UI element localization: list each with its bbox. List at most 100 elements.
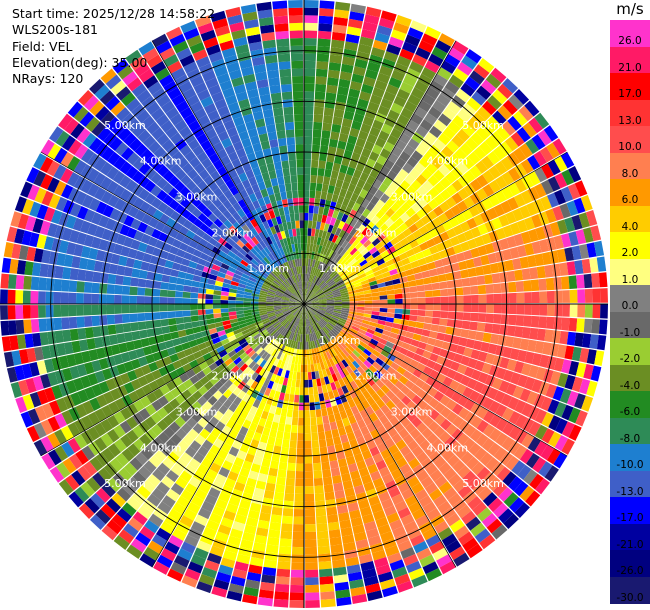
velocity-gate — [282, 246, 288, 255]
velocity-gate — [311, 302, 320, 304]
velocity-gate — [390, 191, 401, 202]
velocity-gate — [309, 292, 315, 299]
velocity-gate — [15, 319, 25, 335]
velocity-gate — [157, 341, 167, 351]
velocity-gate — [409, 168, 421, 180]
velocity-gate — [589, 257, 599, 273]
velocity-gate — [285, 477, 295, 487]
velocity-gate — [340, 125, 351, 135]
velocity-gate — [487, 476, 502, 492]
velocity-gate — [281, 263, 287, 272]
velocity-gate — [345, 382, 354, 392]
velocity-gate — [575, 362, 587, 378]
velocity-gate — [438, 431, 451, 444]
velocity-gate — [439, 348, 449, 358]
velocity-gate — [301, 296, 304, 304]
velocity-gate — [149, 255, 160, 265]
velocity-gate — [590, 365, 602, 382]
velocity-gate — [487, 95, 502, 110]
velocity-gate — [244, 334, 254, 342]
velocity-gate — [462, 470, 476, 485]
velocity-gate — [276, 476, 286, 486]
velocity-gate — [312, 324, 317, 333]
velocity-gate — [234, 345, 243, 354]
velocity-gate — [358, 467, 370, 478]
velocity-gate — [432, 234, 443, 245]
velocity-gate — [476, 188, 488, 201]
velocity-gate — [412, 353, 423, 363]
velocity-gate — [473, 64, 490, 79]
velocity-gate — [298, 417, 304, 426]
velocity-gate — [253, 255, 261, 264]
velocity-gate — [238, 372, 247, 381]
velocity-gate — [383, 51, 399, 63]
velocity-gate — [77, 465, 92, 481]
velocity-gate — [283, 293, 291, 298]
velocity-gate — [493, 313, 502, 324]
velocity-gate — [75, 403, 88, 418]
velocity-gate — [487, 387, 499, 400]
velocity-gate — [273, 249, 280, 258]
velocity-gate — [273, 161, 283, 171]
velocity-gate — [538, 461, 553, 478]
velocity-gate — [448, 74, 464, 89]
velocity-gate — [391, 493, 405, 505]
velocity-gate — [254, 265, 263, 273]
velocity-gate — [431, 317, 441, 325]
velocity-gate — [269, 428, 278, 438]
velocity-gate — [290, 38, 303, 46]
velocity-gate — [385, 341, 395, 349]
velocity-gate — [185, 328, 194, 336]
velocity-gate — [318, 280, 325, 287]
velocity-gate — [328, 452, 338, 462]
velocity-gate — [190, 310, 199, 316]
velocity-gate — [541, 412, 554, 428]
velocity-gate — [307, 228, 312, 236]
velocity-gate — [356, 435, 366, 446]
velocity-gate — [161, 274, 171, 283]
velocity-gate — [410, 534, 425, 547]
velocity-gate — [369, 280, 378, 287]
velocity-gate — [226, 331, 235, 338]
velocity-gate — [165, 235, 176, 246]
velocity-gate — [223, 219, 233, 229]
velocity-gate — [175, 476, 189, 489]
velocity-gate — [145, 320, 154, 329]
velocity-gate — [319, 583, 335, 593]
velocity-gate — [288, 268, 293, 277]
velocity-gate — [243, 270, 252, 277]
velocity-gate — [553, 235, 564, 250]
velocity-gate — [311, 298, 319, 302]
velocity-gate — [304, 298, 310, 304]
velocity-gate — [357, 98, 369, 109]
velocity-gate — [255, 448, 265, 459]
velocity-gate — [144, 372, 156, 384]
velocity-gate — [248, 261, 257, 269]
velocity-gate — [280, 191, 287, 200]
velocity-gate — [288, 355, 293, 364]
velocity-gate — [9, 258, 19, 274]
velocity-gate — [337, 256, 345, 265]
velocity-gate — [446, 319, 456, 328]
velocity-gate — [306, 341, 309, 350]
velocity-gate — [315, 508, 327, 517]
velocity-gate — [352, 66, 366, 77]
velocity-gate — [445, 539, 462, 554]
velocity-gate — [281, 160, 290, 169]
range-ring-label: 1.00km — [247, 262, 289, 275]
velocity-gate — [254, 320, 263, 326]
velocity-gate — [371, 250, 381, 259]
velocity-gate — [454, 319, 463, 329]
velocity-gate — [366, 211, 376, 222]
velocity-gate — [316, 269, 322, 277]
velocity-gate — [289, 30, 303, 39]
velocity-gate — [455, 287, 464, 296]
velocity-gate — [328, 350, 335, 359]
velocity-gate — [384, 380, 395, 390]
velocity-gate — [304, 486, 314, 494]
velocity-gate — [220, 517, 234, 529]
velocity-gate — [488, 400, 501, 414]
velocity-gate — [452, 115, 466, 129]
velocity-gate — [62, 458, 77, 474]
velocity-gate — [317, 293, 325, 298]
